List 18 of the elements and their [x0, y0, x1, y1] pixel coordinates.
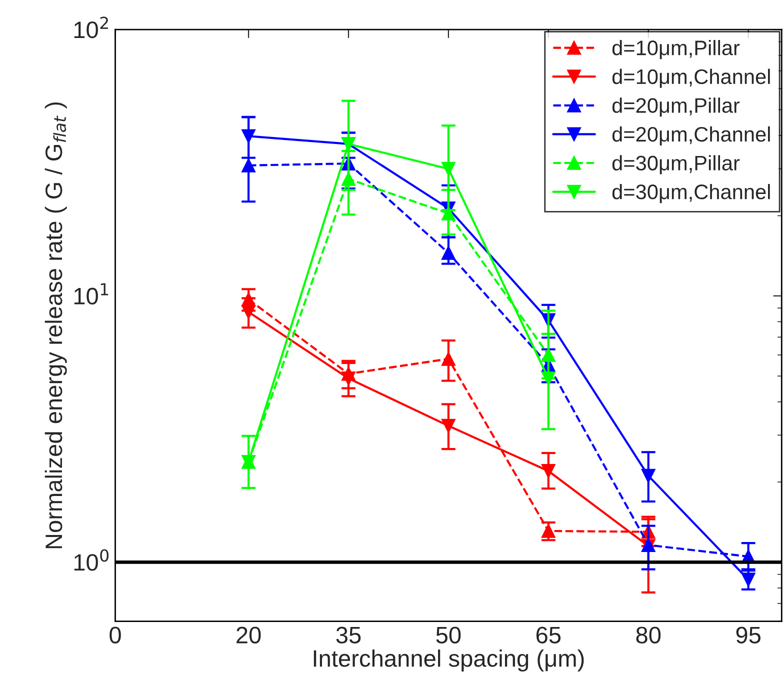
legend-label: d=20μm,Channel — [612, 126, 770, 146]
legend-label: d=30μm,Pillar — [612, 155, 740, 174]
x-tick-label: 0 — [110, 626, 121, 644]
legend-label: d=30μm,Channel — [612, 184, 770, 204]
x-tick-label: 80 — [636, 626, 661, 644]
y-axis-title: Normalized energy release rate ( G / G$_{flat}$ ) — [44, 102, 67, 548]
y-tick-label: 10$^{2}$ — [74, 16, 108, 38]
x-axis-title: Interchannel spacing (μm) — [314, 650, 584, 672]
y-tick-label: 10$^{0}$ — [74, 549, 109, 571]
x-tick-label: 95 — [736, 626, 760, 644]
y-tick-label: 10$^{1}$ — [74, 283, 108, 305]
legend-label: d=10μm,Pillar — [612, 40, 740, 60]
x-tick-label: 50 — [436, 626, 461, 644]
x-tick-label: 65 — [536, 626, 561, 644]
x-tick-label: 35 — [336, 626, 361, 644]
x-tick-label: 20 — [236, 626, 261, 644]
legend-label: d=20μm,Pillar — [612, 98, 740, 117]
legend-label: d=10μm,Channel — [612, 68, 770, 88]
